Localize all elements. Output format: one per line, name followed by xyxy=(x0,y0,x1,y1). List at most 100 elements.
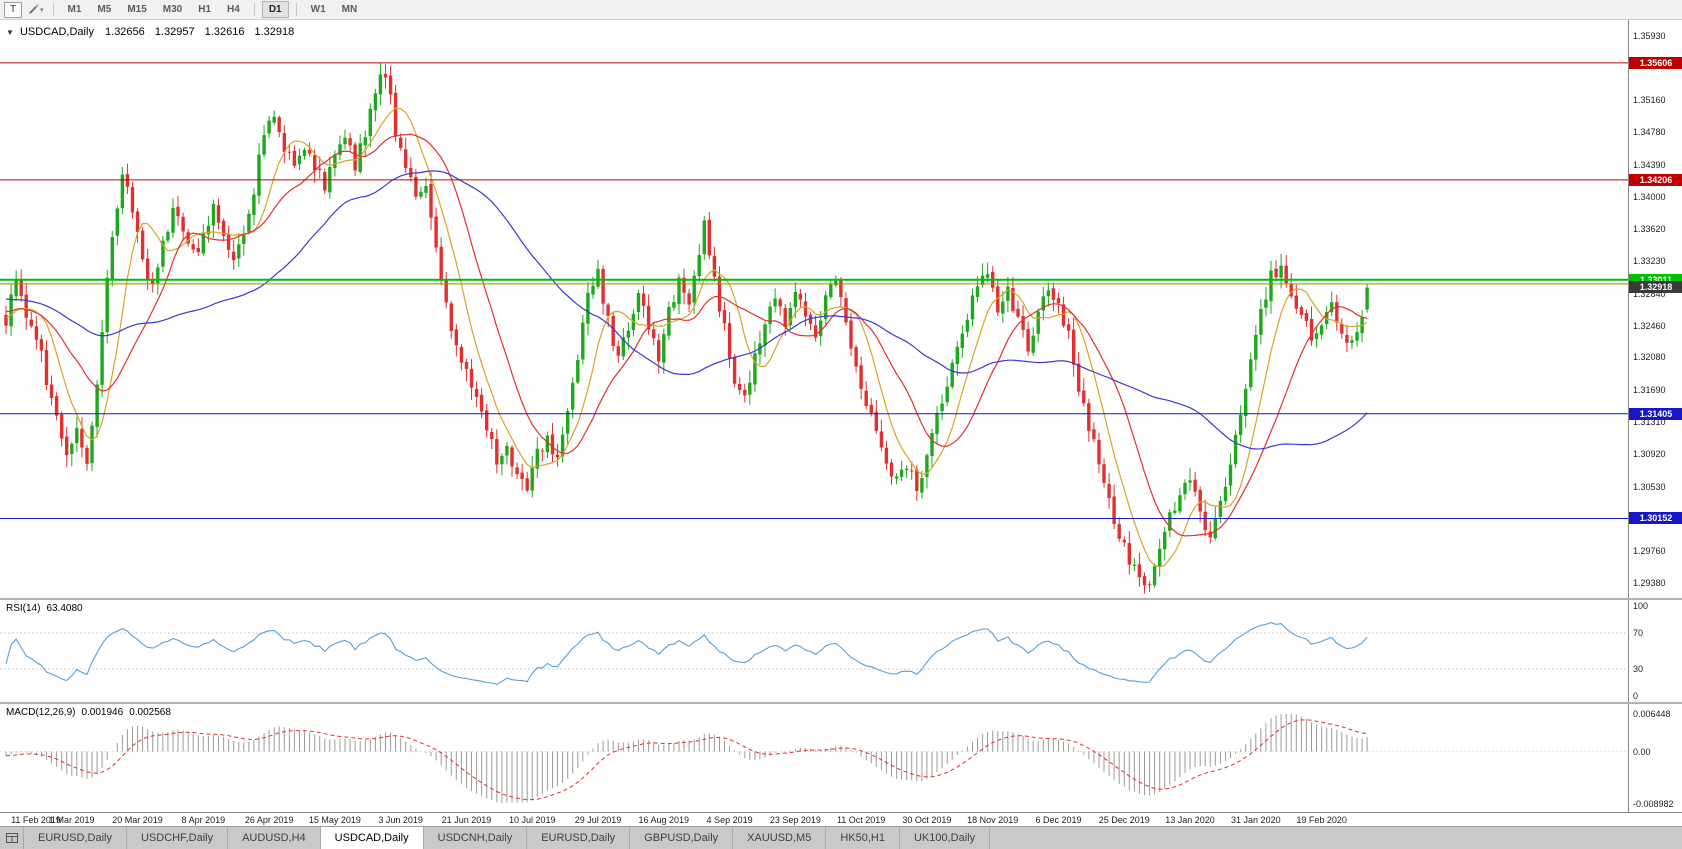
high-value: 1.32957 xyxy=(154,26,195,38)
price-axis-label: 1.29380 xyxy=(1633,577,1666,588)
timeframe-m15-button[interactable]: M15 xyxy=(127,4,147,15)
rsi-line xyxy=(5,621,1368,685)
level-price-badge: 1.35606 xyxy=(1629,56,1682,69)
chart-tab-hk50-h1-8[interactable]: HK50,H1 xyxy=(826,827,900,849)
chart-symbol-period: USDCAD,Daily xyxy=(19,26,94,38)
windows-icon[interactable] xyxy=(0,827,24,849)
chart-tab-usdchf-daily-1[interactable]: USDCHF,Daily xyxy=(126,827,229,849)
bid-price-badge: 1.32918 xyxy=(1629,281,1682,294)
macd-panel: 0.006448 0.00 -0.008982 MACD(12,26,9) 0.001… xyxy=(0,704,1682,812)
timeframe-h4-button[interactable]: H4 xyxy=(227,4,240,15)
chart-template-button[interactable]: T xyxy=(4,1,22,18)
price-axis-label: 1.30530 xyxy=(1633,481,1666,492)
chart-tab-eurusd-daily-0[interactable]: EURUSD,Daily xyxy=(24,827,127,849)
timeframe-mn-button[interactable]: MN xyxy=(341,4,358,15)
chart-tab-audusd-h4-2[interactable]: AUDUSD,H4 xyxy=(228,827,321,849)
macd-panel-splitter[interactable] xyxy=(0,702,1682,704)
macd-chart[interactable] xyxy=(0,704,1682,812)
chart-tab-eurusd-daily-5[interactable]: EURUSD,Daily xyxy=(527,827,631,849)
macd-main-value: 0.001946 xyxy=(81,707,124,718)
date-axis-label: 23 Sep 2019 xyxy=(769,815,821,825)
rsi-value: 63.4080 xyxy=(46,603,83,614)
rsi-axis-label: 30 xyxy=(1633,664,1644,674)
toolbar-divider xyxy=(253,3,255,16)
level-price-badge: 1.31405 xyxy=(1629,407,1682,420)
date-axis-label: 10 Jul 2019 xyxy=(508,815,556,825)
low-value: 1.32616 xyxy=(204,26,245,38)
price-axis-label: 1.35160 xyxy=(1633,95,1666,106)
date-axis-label: 26 Apr 2019 xyxy=(244,815,294,825)
timeframe-m1-button[interactable]: M1 xyxy=(67,4,82,15)
ma-mid-line xyxy=(5,133,1368,537)
macd-axis-label: 0.006448 xyxy=(1633,709,1671,719)
price-axis-label: 1.35930 xyxy=(1633,30,1666,41)
timeframe-w1-button[interactable]: W1 xyxy=(310,4,326,15)
date-axis-label: 13 Jan 2020 xyxy=(1165,815,1215,825)
candles-layer xyxy=(4,62,1369,594)
chart-tab-usdcad-daily-3[interactable]: USDCAD,Daily xyxy=(320,827,424,849)
rsi-axis-label: 0 xyxy=(1633,691,1639,701)
top-toolbar: T ▾ M1 M5 M15 M30 H1 H4 D1 W1 MN xyxy=(0,0,1682,20)
chart-tab-gbpusd-daily-6[interactable]: GBPUSD,Daily xyxy=(630,827,734,849)
ma-slow-line xyxy=(5,170,1368,450)
tiled-windows-glyph xyxy=(5,833,18,843)
chart-tab-usdcnh-daily-4[interactable]: USDCNH,Daily xyxy=(423,827,528,849)
grid-layer xyxy=(0,35,1628,584)
price-axis-label: 1.30920 xyxy=(1633,449,1666,460)
date-axis-label: 6 Dec 2019 xyxy=(1035,815,1082,825)
level-price-badge: 1.34206 xyxy=(1629,173,1682,186)
macd-axis-label: -0.008982 xyxy=(1633,799,1674,809)
date-axis-label: 30 Oct 2019 xyxy=(902,815,952,825)
chart-tabs: EURUSD,Daily USDCHF,Daily AUDUSD,H4 USDCAD,… xyxy=(24,827,991,849)
timeframe-m5-button[interactable]: M5 xyxy=(97,4,112,15)
date-axis-label: 29 Jul 2019 xyxy=(574,815,622,825)
time-scale[interactable]: 11 Feb 2019 1 Mar 2019 20 Mar 2019 8 Apr 20… xyxy=(0,812,1682,826)
level-price-badge: 1.30152 xyxy=(1629,512,1682,525)
macd-histogram xyxy=(5,714,1368,804)
rsi-name: RSI(14) xyxy=(6,603,41,614)
drawing-tools-button[interactable]: ▾ xyxy=(25,4,47,15)
main-chart-panel: 1.35930 1.35160 1.34780 1.34390 1.34000 1.336… xyxy=(0,20,1682,598)
horizontal-level-lines xyxy=(0,62,1628,519)
toolbar-divider xyxy=(295,3,297,16)
price-axis-label: 1.31690 xyxy=(1633,385,1666,396)
date-axis-label: 19 Feb 2020 xyxy=(1296,815,1347,825)
timeframe-h1-button[interactable]: H1 xyxy=(198,4,212,15)
chart-tab-xauusd-m5-7[interactable]: XAUUSD,M5 xyxy=(733,827,827,849)
rsi-panel-splitter[interactable] xyxy=(0,598,1682,600)
date-axis-label: 25 Dec 2019 xyxy=(1098,815,1150,825)
chart-ohlc-header: ▼ USDCAD,Daily 1.32656 1.32957 1.32616 1… xyxy=(6,26,301,38)
price-axis-label: 1.33230 xyxy=(1633,256,1666,267)
macd-signal-value: 0.002568 xyxy=(129,707,171,718)
close-value: 1.32918 xyxy=(254,26,295,38)
price-axis-label: 1.34780 xyxy=(1633,126,1666,137)
timeframe-buttons: M1 M5 M15 M30 H1 H4 D1 W1 MN xyxy=(60,1,366,18)
chevron-down-icon: ▾ xyxy=(40,6,44,14)
price-axis-label: 1.32460 xyxy=(1633,320,1666,331)
ma-fast-line xyxy=(5,107,1368,568)
price-axis-label: 1.32840 xyxy=(1633,288,1666,299)
date-axis-label: 20 Mar 2019 xyxy=(112,815,163,825)
rsi-scale[interactable]: 100 70 30 0 xyxy=(1628,600,1682,702)
date-axis-label: 3 Jun 2019 xyxy=(378,815,423,825)
date-axis-label: 11 Feb 2019 xyxy=(11,815,61,825)
macd-axis-label: 0.00 xyxy=(1633,746,1651,757)
date-axis-label: 16 Aug 2019 xyxy=(638,815,690,825)
date-axis-label: 21 Jun 2019 xyxy=(441,815,492,825)
rsi-panel: 100 70 30 0 RSI(14) 63.4080 xyxy=(0,600,1682,702)
timeframe-d1-button[interactable]: D1 xyxy=(261,1,289,18)
macd-signal-line xyxy=(5,719,1368,801)
rsi-chart[interactable] xyxy=(0,600,1682,702)
rsi-label: RSI(14) 63.4080 xyxy=(6,603,83,614)
chart-menu-arrow-icon[interactable]: ▼ xyxy=(6,28,14,37)
date-axis-label: 15 May 2019 xyxy=(308,815,361,825)
candlestick-chart[interactable] xyxy=(0,20,1682,598)
price-axis-label: 1.34000 xyxy=(1633,192,1666,203)
date-axis-label: 8 Apr 2019 xyxy=(181,815,226,825)
macd-scale[interactable]: 0.006448 0.00 -0.008982 xyxy=(1628,704,1682,812)
timeframe-m30-button[interactable]: M30 xyxy=(162,4,183,15)
rsi-axis-label: 70 xyxy=(1633,628,1644,638)
chart-tab-uk100-daily-9[interactable]: UK100,Daily xyxy=(899,827,991,849)
price-scale[interactable]: 1.35930 1.35160 1.34780 1.34390 1.34000 1.336… xyxy=(1628,20,1682,598)
